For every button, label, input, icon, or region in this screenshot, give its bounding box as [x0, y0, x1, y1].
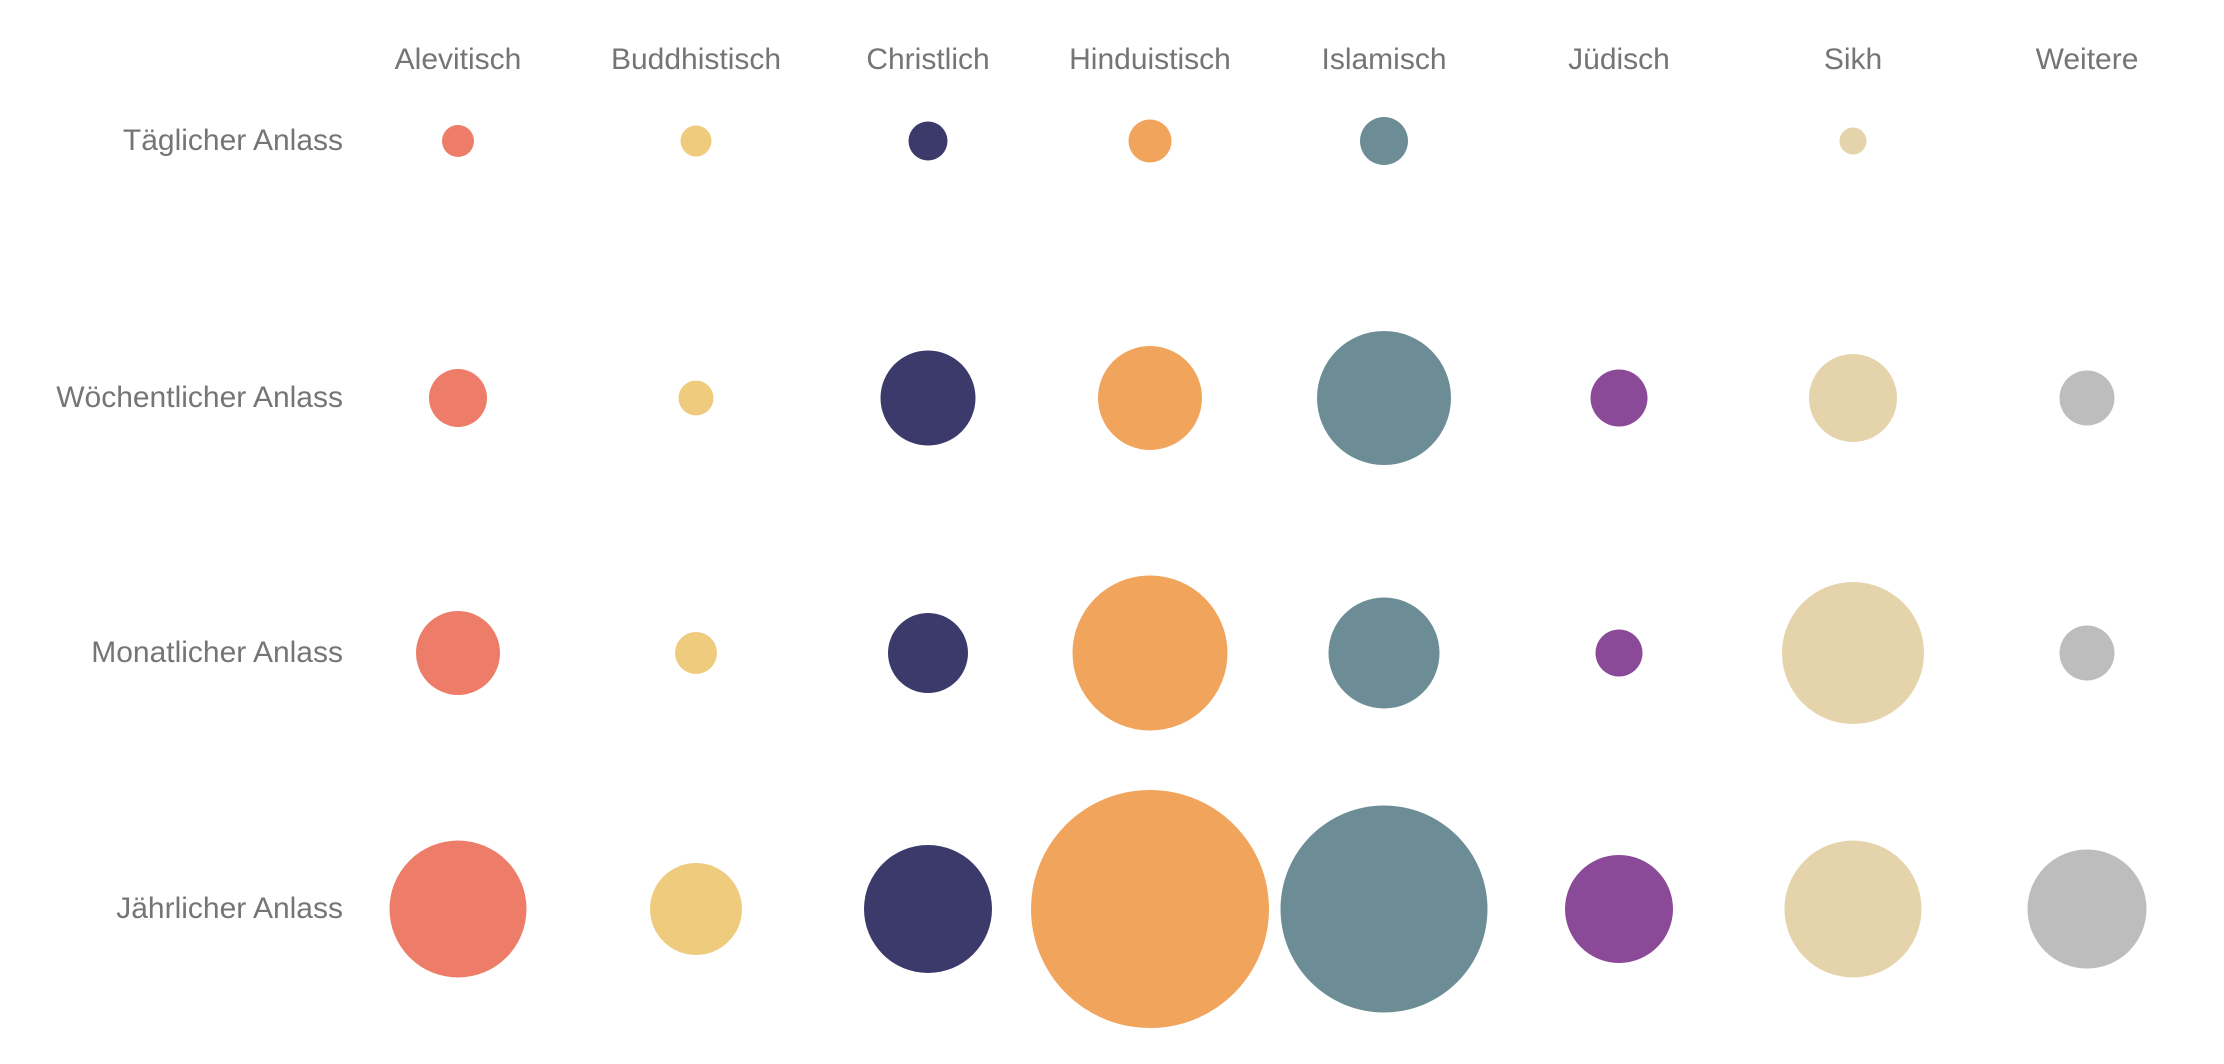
column-header-judisch: Jüdisch: [1568, 43, 1670, 76]
bubble-jahrlicher-anlass-weitere[interactable]: [2027, 849, 2147, 969]
bubble-jahrlicher-anlass-christlich[interactable]: [864, 845, 992, 973]
column-header-alevitisch: Alevitisch: [394, 43, 522, 76]
row-label-taglicher-anlass: Täglicher Anlass: [122, 124, 343, 157]
bubble-taglicher-anlass-buddhistisch[interactable]: [680, 125, 712, 157]
bubble-monatlicher-anlass-weitere[interactable]: [2059, 625, 2115, 681]
column-header-weitere: Weitere: [2035, 43, 2139, 76]
bubble-jahrlicher-anlass-buddhistisch[interactable]: [650, 863, 742, 955]
bubble-wochentlicher-anlass-christlich[interactable]: [880, 350, 976, 446]
bubble-jahrlicher-anlass-judisch[interactable]: [1565, 855, 1673, 963]
column-header-buddhistisch: Buddhistisch: [610, 43, 782, 76]
bubble-jahrlicher-anlass-sikh[interactable]: [1784, 840, 1922, 978]
bubble-taglicher-anlass-islamisch[interactable]: [1360, 117, 1408, 165]
bubble-jahrlicher-anlass-islamisch[interactable]: [1280, 805, 1488, 1013]
column-header-christlich: Christlich: [866, 43, 990, 76]
bubble-jahrlicher-anlass-hinduistisch[interactable]: [1031, 790, 1269, 1028]
bubble-monatlicher-anlass-christlich[interactable]: [888, 613, 968, 693]
column-header-hinduistisch: Hinduistisch: [1069, 43, 1231, 76]
row-label-monatlicher-anlass: Monatlicher Anlass: [91, 636, 343, 669]
bubble-wochentlicher-anlass-weitere[interactable]: [2059, 370, 2115, 426]
bubble-monatlicher-anlass-buddhistisch[interactable]: [675, 632, 717, 674]
bubble-wochentlicher-anlass-islamisch[interactable]: [1317, 331, 1451, 465]
bubble-taglicher-anlass-alevitisch[interactable]: [442, 125, 474, 157]
bubble-monatlicher-anlass-hinduistisch[interactable]: [1072, 575, 1228, 731]
bubble-monatlicher-anlass-alevitisch[interactable]: [416, 611, 500, 695]
bubble-wochentlicher-anlass-alevitisch[interactable]: [429, 369, 487, 427]
bubble-taglicher-anlass-sikh[interactable]: [1839, 127, 1867, 155]
bubble-wochentlicher-anlass-judisch[interactable]: [1590, 369, 1648, 427]
bubble-taglicher-anlass-christlich[interactable]: [908, 121, 948, 161]
bubble-wochentlicher-anlass-buddhistisch[interactable]: [678, 380, 714, 416]
bubble-taglicher-anlass-hinduistisch[interactable]: [1128, 119, 1172, 163]
row-label-jahrlicher-anlass: Jährlicher Anlass: [116, 892, 343, 925]
bubble-wochentlicher-anlass-hinduistisch[interactable]: [1098, 346, 1202, 450]
bubble-monatlicher-anlass-sikh[interactable]: [1782, 582, 1924, 724]
column-header-sikh: Sikh: [1823, 43, 1883, 76]
bubble-monatlicher-anlass-islamisch[interactable]: [1328, 597, 1440, 709]
bubble-monatlicher-anlass-judisch[interactable]: [1595, 629, 1643, 677]
row-label-wochentlicher-anlass: Wöchentlicher Anlass: [56, 381, 343, 414]
bubble-jahrlicher-anlass-alevitisch[interactable]: [389, 840, 527, 978]
bubble-wochentlicher-anlass-sikh[interactable]: [1809, 354, 1897, 442]
column-header-islamisch: Islamisch: [1321, 43, 1447, 76]
